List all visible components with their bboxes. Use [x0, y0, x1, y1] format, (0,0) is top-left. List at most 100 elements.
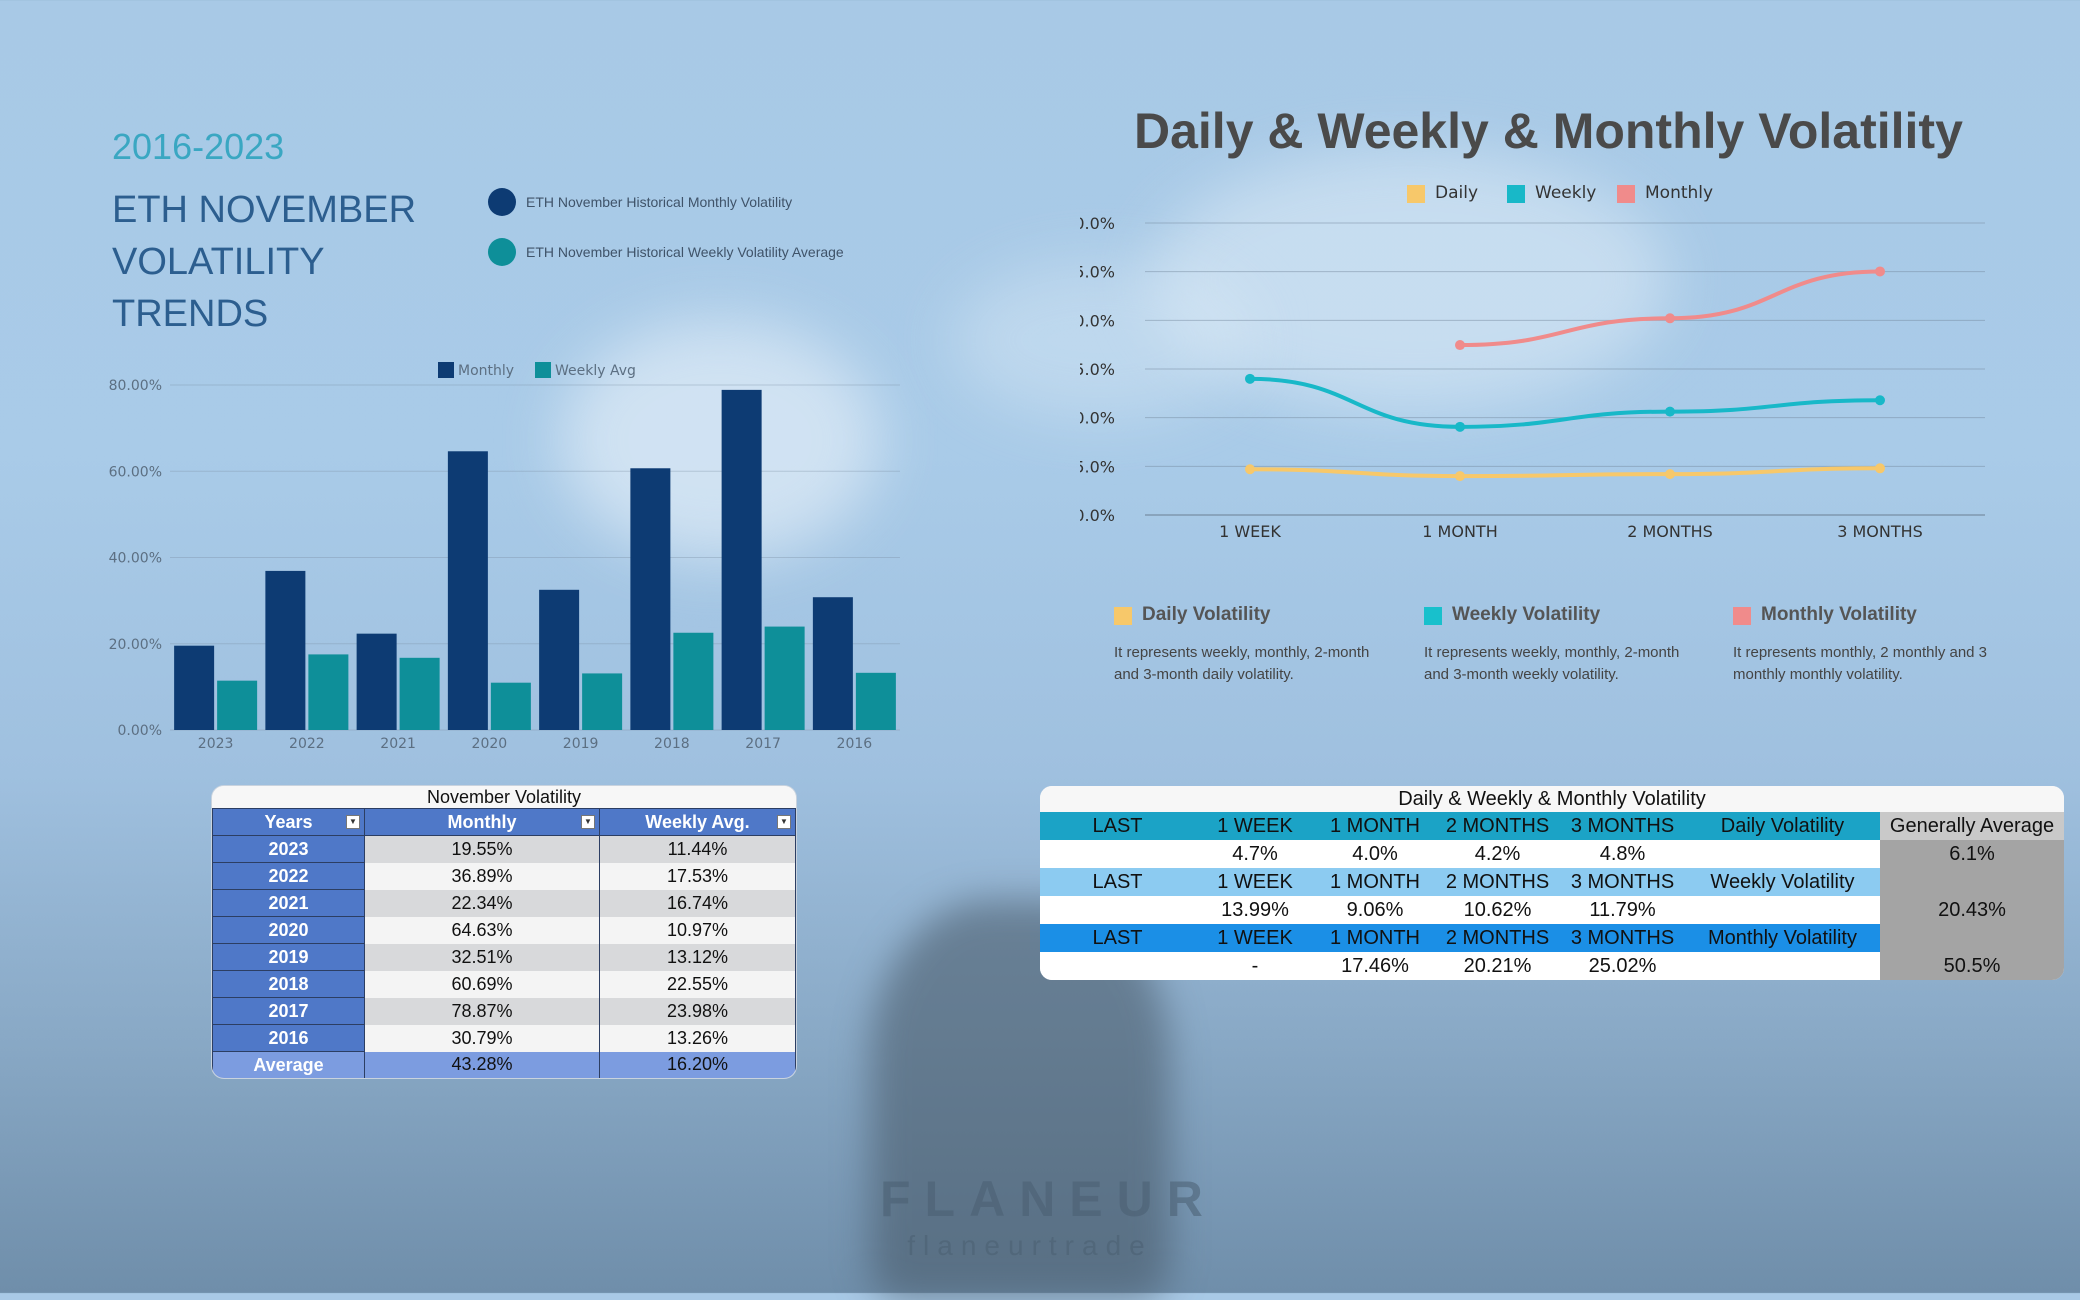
year-cell: 2021	[212, 889, 365, 917]
monthly-cell: 78.87%	[364, 997, 600, 1025]
brand-handle: flaneurtrade	[907, 1230, 1153, 1261]
monthly-cell: 22.34%	[364, 889, 600, 917]
legend-item: ETH November Historical Weekly Volatilit…	[488, 238, 844, 266]
monthly-cell: 36.89%	[364, 862, 600, 890]
x-tick-label: 2019	[563, 736, 599, 752]
bar-weekly-avg	[399, 657, 440, 730]
general-average-cell	[1880, 924, 2064, 952]
point-weekly	[1455, 421, 1465, 432]
weekly-cell: 17.53%	[599, 862, 796, 890]
description-title: Daily Volatility	[1142, 604, 1271, 625]
monthly-cell: 32.51%	[364, 943, 600, 971]
filter-dropdown-icon[interactable]: ▼	[346, 815, 360, 829]
year-cell: 2017	[212, 997, 365, 1025]
bar-weekly-avg	[855, 672, 896, 730]
header-cell: 1 MONTH	[1315, 868, 1435, 896]
line-chart: 0.0% 5.0% 10.0% 15.0% 20.0% 25.0% 30.0% 1 WEEK 1…	[1080, 183, 1985, 541]
bar-monthly	[630, 468, 671, 730]
column-header-years[interactable]: Years ▼	[212, 808, 365, 836]
filter-dropdown-icon[interactable]: ▼	[777, 815, 791, 829]
header-cell: 1 MONTH	[1315, 812, 1435, 840]
daily-values-row: 4.7% 4.0% 4.2% 4.8% 6.1%	[1040, 840, 2064, 868]
legend-label: Weekly Avg	[555, 363, 636, 379]
line-monthly	[1459, 269, 1881, 348]
bar-weekly-avg	[308, 654, 349, 730]
table-row: 2020 64.63% 10.97%	[212, 916, 796, 944]
bar-weekly-avg	[673, 632, 714, 730]
x-tick-label: 2017	[745, 736, 781, 752]
table-row: 2017 78.87% 23.98%	[212, 997, 796, 1025]
monthly-header-row: LAST 1 WEEK 1 MONTH 2 MONTHS 3 MONTHS Mo…	[1040, 924, 2064, 952]
legend-label: Monthly	[1645, 183, 1713, 203]
weekly-cell: 16.74%	[599, 889, 796, 917]
daily-header-row: LAST 1 WEEK 1 MONTH 2 MONTHS 3 MONTHS Da…	[1040, 812, 2064, 840]
header-cell: 3 MONTHS	[1560, 812, 1685, 840]
point-monthly	[1875, 266, 1885, 277]
average-row: Average 43.28% 16.20%	[212, 1051, 796, 1078]
y-tick-label: 20.00%	[109, 637, 162, 653]
line-weekly	[1249, 376, 1881, 429]
general-average-header: Generally Average	[1880, 812, 2064, 840]
x-tick-label: 2016	[837, 736, 873, 752]
y-tick-label: 15.0%	[1080, 360, 1115, 379]
legend-swatch	[535, 362, 551, 378]
description-weekly: Weekly Volatility It represents weekly, …	[1424, 604, 1694, 686]
column-header-weekly-avg[interactable]: Weekly Avg. ▼	[599, 808, 796, 836]
header-cell: LAST	[1040, 924, 1195, 952]
year-cell: 2016	[212, 1024, 365, 1052]
y-tick-label: 10.0%	[1080, 409, 1115, 428]
point-weekly	[1665, 406, 1675, 417]
left-title-block: 2016-2023 ETH NOVEMBER VOLATILITY TRENDS	[112, 126, 416, 340]
average-monthly: 43.28%	[364, 1051, 600, 1078]
value-cell: 4.8%	[1560, 840, 1685, 868]
table-caption: Daily & Weekly & Monthly Volatility	[1040, 786, 2064, 812]
november-volatility-table: November Volatility Years ▼ Monthly ▼ Week…	[212, 786, 796, 1078]
section-label: Daily Volatility	[1685, 812, 1880, 840]
header-cell: 3 MONTHS	[1560, 924, 1685, 952]
year-cell: 2020	[212, 916, 365, 944]
filter-dropdown-icon[interactable]: ▼	[581, 815, 595, 829]
header-cell: 1 WEEK	[1195, 868, 1315, 896]
table-row: 2019 32.51% 13.12%	[212, 943, 796, 971]
bar-monthly	[721, 389, 762, 730]
legend-swatch	[1733, 606, 1751, 625]
point-daily	[1455, 471, 1465, 482]
description-text: It represents weekly, monthly, 2-month a…	[1114, 644, 1370, 683]
year-cell: 2022	[212, 862, 365, 890]
table-row: 2016 30.79% 13.26%	[212, 1024, 796, 1052]
y-tick-label: 20.0%	[1080, 311, 1115, 330]
title-line: VOLATILITY	[112, 241, 325, 283]
y-tick-label: 60.00%	[109, 464, 162, 480]
year-cell: 2018	[212, 970, 365, 998]
y-tick-label: 0.00%	[118, 723, 162, 739]
bar-weekly-avg	[582, 673, 623, 730]
section-label: Weekly Volatility	[1685, 868, 1880, 896]
description-monthly: Monthly Volatility It represents monthly…	[1733, 604, 2003, 686]
description-text: It represents monthly, 2 monthly and 3 m…	[1733, 644, 1988, 683]
header-cell: 2 MONTHS	[1435, 812, 1560, 840]
y-tick-label: 25.0%	[1080, 263, 1115, 282]
point-daily	[1665, 469, 1675, 480]
bar-monthly	[174, 645, 215, 730]
monthly-values-row: - 17.46% 20.21% 25.02% 50.5%	[1040, 952, 2064, 980]
y-tick-label: 0.0%	[1080, 506, 1115, 525]
empty-cell	[1040, 952, 1195, 980]
empty-cell	[1040, 896, 1195, 924]
general-average-cell: 6.1%	[1880, 840, 2064, 868]
legend-item: ETH November Historical Monthly Volatili…	[488, 188, 844, 216]
weekly-cell: 11.44%	[599, 835, 796, 863]
legend-label: Monthly	[458, 363, 514, 379]
header-cell: 3 MONTHS	[1560, 868, 1685, 896]
value-cell: 25.02%	[1560, 952, 1685, 980]
value-cell: 13.99%	[1195, 896, 1315, 924]
point-daily	[1875, 463, 1885, 474]
column-header-monthly[interactable]: Monthly ▼	[364, 808, 600, 836]
y-tick-label: 80.00%	[109, 378, 162, 394]
weekly-header-row: LAST 1 WEEK 1 MONTH 2 MONTHS 3 MONTHS We…	[1040, 868, 2064, 896]
empty-cell	[1685, 840, 1880, 868]
table-caption: November Volatility	[212, 786, 796, 808]
monthly-cell: 19.55%	[364, 835, 600, 863]
monthly-cell: 64.63%	[364, 916, 600, 944]
average-weekly: 16.20%	[599, 1051, 796, 1078]
legend-swatch	[438, 362, 454, 378]
